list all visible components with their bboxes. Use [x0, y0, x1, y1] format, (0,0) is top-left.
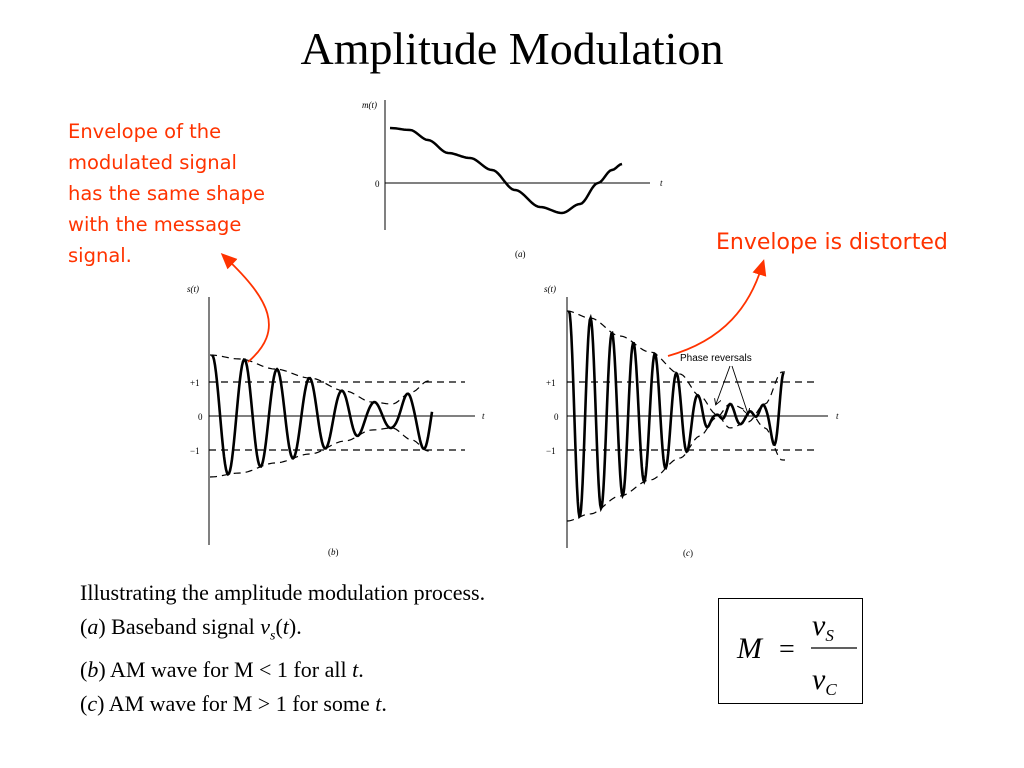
panel-a-caption: (a)	[515, 249, 526, 259]
annotation-line: modulated signal	[68, 151, 237, 174]
phase-reversals-label: Phase reversals	[680, 353, 752, 364]
annotation-line: has the same shape	[68, 182, 266, 205]
formula-numerator: vS	[812, 609, 834, 645]
panel-c-am-wave	[567, 310, 785, 520]
panel-a-zero-label: 0	[375, 179, 380, 189]
panel-b-caption: (b)	[328, 547, 339, 557]
distortion-arrow	[667, 259, 767, 357]
page-title: Amplitude Modulation	[300, 23, 724, 74]
panel-c-x-label: t	[836, 411, 839, 421]
panel-b-lower-envelope	[209, 427, 432, 478]
panel-a-x-label: t	[660, 178, 663, 188]
caption-line: (b) AM wave for M < 1 for all t.	[80, 657, 364, 683]
panel-b-plus-one-label: +1	[190, 378, 200, 388]
panel-a: m(t) 0 t (a)	[362, 100, 663, 259]
annotation-line: with the message	[68, 213, 242, 236]
panel-b-x-label: t	[482, 411, 485, 421]
distortion-annotation: Envelope is distorted	[716, 230, 948, 255]
panel-c: s(t) +1 0 −1 t Phase reversals (c)	[544, 284, 839, 558]
caption-line: (a) Baseband signal vs(t).	[80, 614, 302, 644]
envelope-annotation: Envelope of the modulated signal has the…	[68, 116, 318, 271]
message-signal-curve	[389, 126, 623, 215]
annotation-line: Envelope of the	[68, 120, 222, 143]
panel-c-upper-envelope	[566, 310, 785, 429]
formula-equals: =	[779, 634, 795, 665]
panel-b-minus-one-label: −1	[190, 446, 200, 456]
panel-c-plus-one-label: +1	[546, 378, 556, 388]
panel-b-am-wave	[211, 354, 434, 477]
panel-c-minus-one-label: −1	[546, 446, 556, 456]
phase-reversal-pointer	[731, 365, 748, 414]
panel-c-y-label: s(t)	[544, 284, 556, 294]
phase-reversal-pointer	[716, 365, 731, 404]
panel-a-y-label: m(t)	[362, 100, 377, 110]
modulation-index-formula: M = vS vC	[718, 598, 863, 704]
panel-b-y-label: s(t)	[187, 284, 199, 294]
panel-b-zero-label: 0	[198, 412, 203, 422]
panel-b-upper-envelope	[209, 354, 432, 405]
formula-denominator: vC	[812, 663, 837, 699]
panel-c-caption: (c)	[683, 548, 693, 558]
envelope-arrow	[220, 253, 270, 363]
caption-line: Illustrating the amplitude modulation pr…	[80, 580, 486, 605]
caption-line: (c) AM wave for M > 1 for some t.	[80, 691, 387, 717]
panel-c-zero-label: 0	[554, 412, 559, 422]
figure-caption: Illustrating the amplitude modulation pr…	[80, 576, 485, 721]
annotation-line: signal.	[68, 244, 132, 267]
panel-b: s(t) +1 0 −1 t (b)	[187, 284, 485, 557]
formula-lhs: M	[736, 632, 764, 665]
